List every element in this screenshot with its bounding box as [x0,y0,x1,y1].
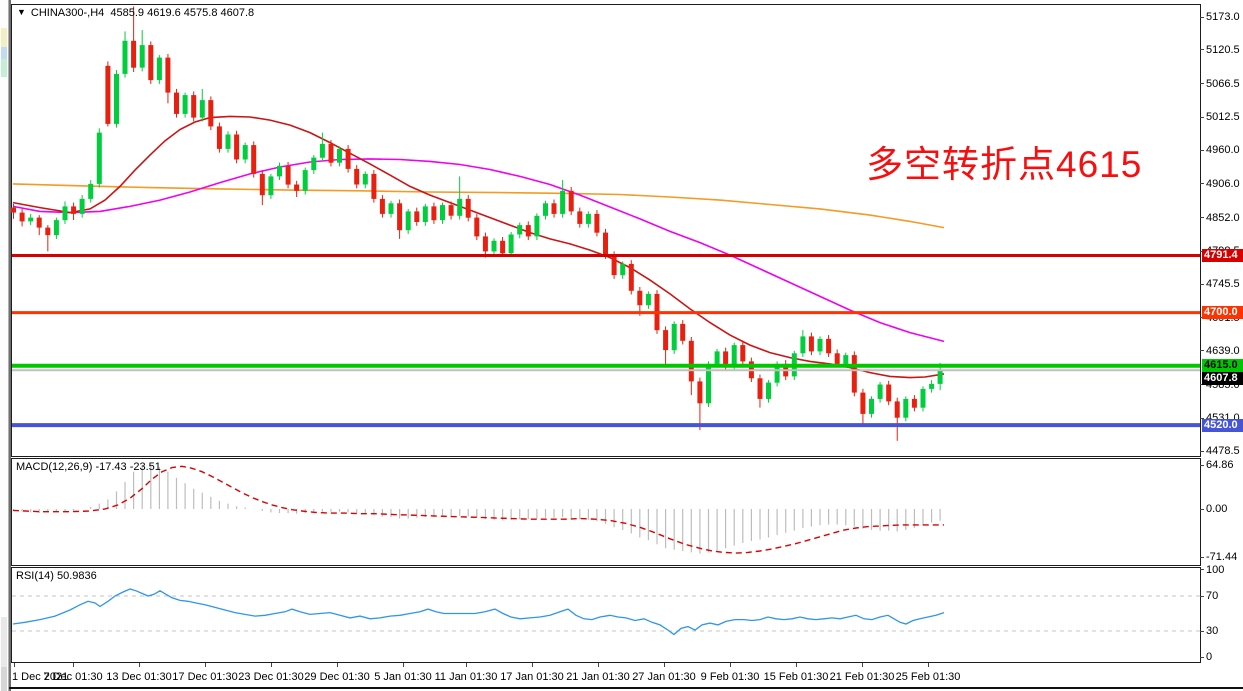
macd-axis-label: 64.86 [1206,459,1234,472]
sliver-yellow-block [1,28,7,47]
sliver-gray-block [1,617,7,667]
macd-axis-tick [1200,464,1204,466]
window-bottom-border [9,687,1243,689]
price-axis-label: 4960.0 [1206,144,1240,157]
ma-slow-orange [12,183,945,229]
rsi-plot [12,588,1200,636]
price-axis-label: 5173.0 [1206,11,1240,23]
chart-window-left-border [9,0,11,691]
ohlc-values: 4585.9 4619.6 4575.8 4607.8 [110,7,255,19]
price-axis-label: 4906.0 [1206,177,1240,190]
date-axis-tick [403,663,404,667]
price-axis-tick [1200,49,1204,51]
rsi-axis-label: 0 [1206,651,1213,664]
price-axis-label: 5012.5 [1206,111,1240,124]
price-axis-label: 4852.0 [1206,211,1240,224]
rsi-axis-label: 100 [1206,563,1225,576]
date-label: 21 Jan 01:30 [566,671,630,683]
sliver-blue-block [1,47,7,59]
price-axis-tick [1200,149,1204,151]
price-axis-label: 5066.5 [1206,77,1240,90]
date-label: 29 Dec 01:30 [304,671,370,683]
date-label: 17 Jan 01:30 [500,671,564,683]
date-axis-tick [205,663,206,667]
date-axis-tick [337,663,338,667]
rsi-axis-tick [1200,656,1204,658]
price-axis-label: 4745.5 [1206,278,1240,291]
date-label: 23 Dec 01:30 [238,671,304,683]
date-label: 11 Jan 01:30 [434,671,498,683]
rsi-indicator-label: RSI(14) 50.9836 [16,570,97,582]
date-axis-tick [664,663,665,667]
price-axis-label: 5120.5 [1206,43,1240,56]
rsi-axis-label: 30 [1206,625,1219,637]
price-axis-tick [1200,283,1204,285]
macd-indicator-label: MACD(12,26,9) -17.43 -23.51 [16,461,161,473]
date-label: 15 Feb 01:30 [763,671,829,683]
macd-axis-label: 0.00 [1206,503,1228,515]
rsi-axis-tick [1200,630,1204,632]
price-tag-4520.0: 4520.0 [1202,418,1243,432]
date-axis-tick [598,663,599,667]
price-axis-tick [1200,417,1204,419]
date-axis-tick [730,663,731,667]
macd-plot [12,464,944,554]
date-label: 9 Feb 01:30 [700,671,760,683]
horizontal-level-lines[interactable] [12,254,1200,428]
date-label: 5 Jan 01:30 [374,671,432,683]
price-axis-tick [1200,16,1204,18]
date-label: 1 Dec 2021 [12,671,69,683]
date-axis-tick [466,663,467,667]
macd-signal-line [12,465,944,554]
chart-ohlc-title: ▼ CHINA300-,H4 4585.9 4619.6 4575.8 4607.… [17,7,254,19]
sliver-green-block [1,59,7,77]
price-axis-label: 4478.5 [1206,445,1240,458]
date-axis-tick [139,663,140,667]
date-axis-tick [532,663,533,667]
date-axis-tick [862,663,863,667]
macd-axis-label: -71.44 [1206,551,1238,564]
price-axis-label: 4639.0 [1206,344,1240,357]
price-tag-4607.8: 4607.8 [1202,372,1243,386]
price-axis-tick [1200,183,1204,185]
price-axis-tick [1200,450,1204,452]
candlesticks[interactable] [11,6,943,441]
date-label: 21 Feb 01:30 [829,671,895,683]
rsi-axis-tick [1200,595,1204,597]
date-axis-tick [796,663,797,667]
date-axis-tick [14,663,15,667]
ohlc-collapse-icon[interactable]: ▼ [17,7,26,17]
rsi-pane[interactable] [11,567,1201,663]
rsi-line [12,588,945,636]
macd-axis-tick [1200,508,1204,510]
ma-medium-magenta [12,158,945,343]
date-axis-tick [271,663,272,667]
rsi-axis-label: 70 [1206,590,1219,602]
price-axis-tick [1200,83,1204,85]
price-tag-4700.0: 4700.0 [1202,306,1243,320]
date-axis-tick [928,663,929,667]
date-label: 7 Dec 01:30 [43,671,103,683]
date-label: 13 Dec 01:30 [106,671,172,683]
date-axis-tick [73,663,74,667]
date-label: 17 Dec 01:30 [172,671,238,683]
rsi-axis-tick [1200,569,1204,571]
price-axis-tick [1200,350,1204,352]
price-axis-tick [1200,116,1204,118]
price-tag-4615.0: 4615.0 [1202,359,1243,373]
date-label: 25 Feb 01:30 [895,671,961,683]
macd-axis-tick [1200,556,1204,558]
sliver-gray-block-2 [1,667,7,691]
annotation-text: 多空转折点4615 [866,144,1143,185]
background-window-sliver [0,0,9,691]
date-label: 27 Jan 01:30 [632,671,696,683]
price-axis-tick [1200,217,1204,219]
price-tag-4791.4: 4791.4 [1202,249,1243,262]
symbol-period-label: CHINA300-,H4 [30,7,105,19]
